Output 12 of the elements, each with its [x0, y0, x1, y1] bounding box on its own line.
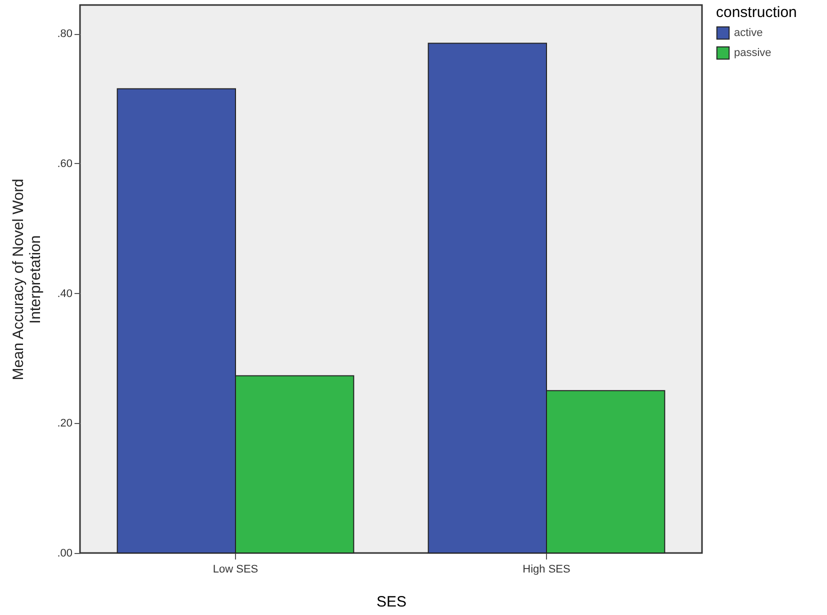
x-tick-label: Low SES: [212, 564, 258, 576]
y-tick-label: .80: [57, 28, 72, 40]
y-tick-label: .40: [57, 288, 72, 300]
y-axis-title: Mean Accuracy of Novel Word Interpretation: [10, 178, 44, 380]
y-tick-label: .20: [57, 418, 72, 430]
x-axis-title: SES: [376, 594, 407, 610]
legend-label: passive: [734, 47, 772, 59]
y-tick-label: .00: [57, 548, 72, 560]
x-tick-label: High SES: [522, 564, 570, 576]
legend-label: active: [734, 27, 763, 39]
legend-title: construction: [716, 4, 797, 21]
y-tick-label: .60: [57, 158, 72, 170]
